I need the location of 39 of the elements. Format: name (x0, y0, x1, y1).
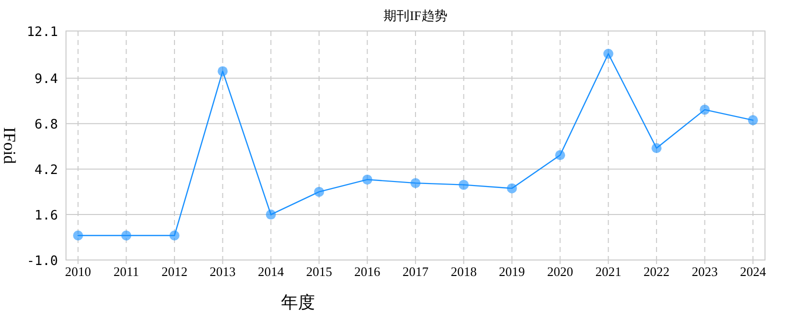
point (169, 230, 180, 241)
point (555, 150, 566, 160)
x-tick-label: 2018 (450, 264, 477, 279)
y-tick-label: 1.6 (34, 208, 58, 224)
x-tick-label: 2020 (547, 264, 574, 279)
x-tick-label: 2011 (113, 264, 140, 279)
x-tick-label: 2022 (644, 264, 670, 279)
point (748, 115, 758, 126)
y-tick-label: 4.2 (34, 163, 58, 178)
point (603, 48, 614, 59)
point (218, 66, 228, 76)
x-tick-label: 2017 (402, 264, 429, 279)
x-tick-label: 2019 (498, 264, 525, 279)
y-tick-label: 9.4 (34, 72, 58, 88)
point (121, 230, 132, 241)
x-tick-label: 2010 (65, 264, 92, 279)
point (314, 186, 324, 197)
x-tick-label: 2023 (692, 264, 718, 279)
point (652, 143, 662, 154)
x-tick-label: 2012 (161, 264, 188, 279)
point (73, 230, 84, 241)
x-tick-label: 2014 (258, 264, 284, 279)
y-tick-label: 6.8 (34, 118, 58, 133)
x-tick-label: 2013 (210, 264, 236, 279)
y-axis-title: IFoid (0, 127, 19, 164)
point (458, 180, 469, 190)
x-tick-label: 2015 (306, 264, 332, 279)
point (362, 174, 372, 185)
x-tick-label: 2021 (595, 264, 622, 279)
x-tick-label: 2016 (354, 264, 381, 279)
point (266, 210, 276, 220)
chart-title: 期刊IF趋势 (384, 8, 448, 23)
y-tick-label: 12.1 (26, 25, 58, 40)
point (410, 178, 420, 188)
x-axis-title: 年度 (281, 293, 315, 312)
point (700, 104, 710, 115)
point (506, 183, 517, 194)
x-tick-label: 2024 (740, 264, 766, 279)
y-tick-label: -1.0 (26, 254, 58, 269)
